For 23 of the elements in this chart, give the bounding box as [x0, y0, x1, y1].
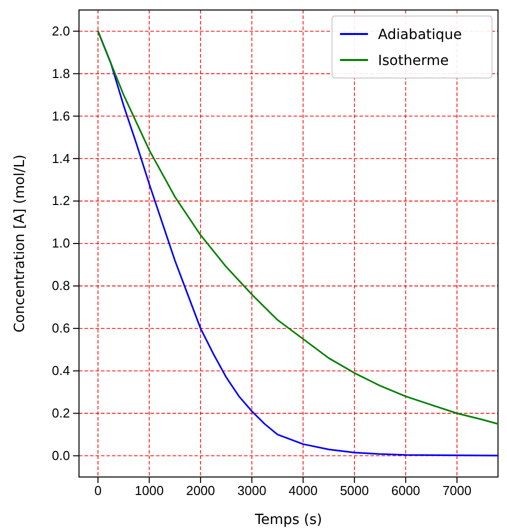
x-tick-label: 3000 [237, 483, 266, 498]
legend-label: Isotherme [378, 53, 449, 69]
y-tick-label: 0.6 [52, 320, 70, 336]
x-tick-label: 7000 [442, 483, 472, 498]
x-tick-label: 2000 [186, 483, 216, 498]
y-tick-label: 1.4 [52, 150, 70, 166]
y-tick-label: 1.2 [52, 193, 70, 208]
legend-label: Adiabatique [378, 27, 462, 43]
y-tick-label: 1.0 [52, 236, 70, 251]
y-tick-label: 1.6 [52, 108, 70, 124]
y-tick-label: 1.8 [52, 66, 70, 81]
y-tick-label: 0.8 [52, 278, 70, 294]
y-axis-title: Concentration [A] (mol/L) [12, 154, 28, 332]
y-tick-label: 2.0 [52, 23, 70, 38]
x-tick-label: 0 [94, 483, 102, 498]
x-tick-label: 6000 [391, 483, 420, 498]
x-tick-label: 4000 [288, 483, 318, 498]
x-tick-label: 5000 [340, 483, 369, 498]
y-tick-label: 0.4 [52, 363, 70, 378]
x-axis-title: Temps (s) [254, 512, 322, 528]
y-tick-label: 0.2 [52, 405, 70, 420]
x-tick-label: 1000 [134, 483, 164, 498]
y-tick-label: 0.0 [52, 448, 70, 463]
